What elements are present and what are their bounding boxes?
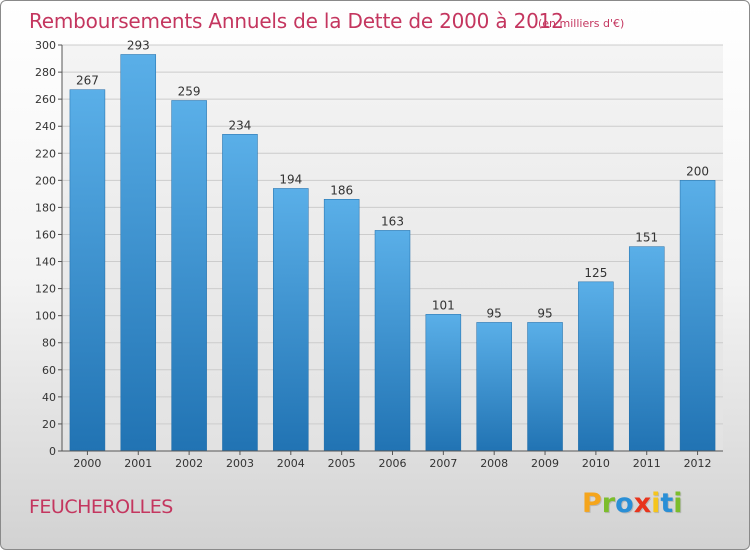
- bar: [628, 246, 665, 452]
- bar: [171, 100, 207, 452]
- x-tick-label: 2001: [124, 457, 152, 470]
- bar: [273, 188, 309, 452]
- y-tick-label: 200: [35, 174, 56, 187]
- data-label: 194: [279, 172, 302, 186]
- bar: [527, 322, 563, 452]
- bar: [425, 314, 462, 452]
- x-tick-label: 2012: [684, 457, 712, 470]
- data-label: 101: [432, 298, 455, 312]
- y-tick-label: 60: [42, 364, 56, 377]
- x-tick-label: 2004: [277, 457, 305, 470]
- logo-letter: i: [673, 488, 683, 519]
- logo-letter: P: [582, 488, 602, 519]
- logo-letter: i: [651, 488, 661, 519]
- y-tick-label: 300: [35, 39, 56, 52]
- y-tick-label: 120: [35, 283, 56, 296]
- y-tick-label: 240: [35, 120, 56, 133]
- data-label: 234: [229, 118, 252, 132]
- bar: [222, 134, 258, 452]
- data-label: 95: [487, 306, 502, 320]
- bar: [374, 230, 411, 452]
- x-tick-label: 2009: [531, 457, 559, 470]
- data-label: 125: [584, 266, 607, 280]
- x-tick-label: 2005: [328, 457, 356, 470]
- chart-title: Remboursements Annuels de la Dette de 20…: [29, 9, 564, 33]
- bar: [476, 322, 512, 452]
- data-label: 259: [178, 84, 201, 98]
- proxiti-logo[interactable]: Proxiti: [582, 488, 683, 519]
- bar: [323, 199, 360, 452]
- y-tick-label: 180: [35, 201, 56, 214]
- x-tick-label: 2006: [379, 457, 407, 470]
- y-tick-label: 0: [49, 445, 56, 458]
- y-tick-label: 140: [35, 256, 56, 269]
- y-tick-label: 220: [35, 147, 56, 160]
- unit-note: (en milliers d'€): [538, 17, 625, 30]
- data-label: 95: [537, 306, 552, 320]
- data-label: 293: [127, 38, 150, 52]
- commune-name: FEUCHEROLLES: [29, 496, 173, 518]
- logo-letter: t: [660, 488, 674, 519]
- x-tick-label: 2003: [226, 457, 254, 470]
- bar: [578, 281, 614, 452]
- data-label: 186: [330, 183, 353, 197]
- x-tick-label: 2007: [429, 457, 457, 470]
- x-tick-label: 2002: [175, 457, 203, 470]
- x-tick-label: 2010: [582, 457, 610, 470]
- y-tick-label: 80: [42, 337, 56, 350]
- y-tick-label: 40: [42, 391, 56, 404]
- x-tick-label: 2000: [73, 457, 101, 470]
- data-label: 163: [381, 214, 404, 228]
- x-tick-label: 2011: [633, 457, 661, 470]
- data-label: 151: [635, 231, 658, 245]
- y-tick-label: 260: [35, 93, 56, 106]
- x-tick-label: 2008: [480, 457, 508, 470]
- bar: [679, 180, 716, 452]
- data-label: 200: [686, 164, 709, 178]
- y-tick-label: 100: [35, 310, 56, 323]
- y-tick-label: 160: [35, 228, 56, 241]
- data-label: 267: [76, 74, 99, 88]
- y-tick-label: 20: [42, 418, 56, 431]
- logo-letter: r: [601, 488, 616, 519]
- logo-letter: x: [633, 488, 652, 519]
- y-tick-label: 280: [35, 66, 56, 79]
- logo-letter: o: [615, 488, 634, 519]
- bar: [120, 54, 157, 452]
- bar: [69, 89, 106, 452]
